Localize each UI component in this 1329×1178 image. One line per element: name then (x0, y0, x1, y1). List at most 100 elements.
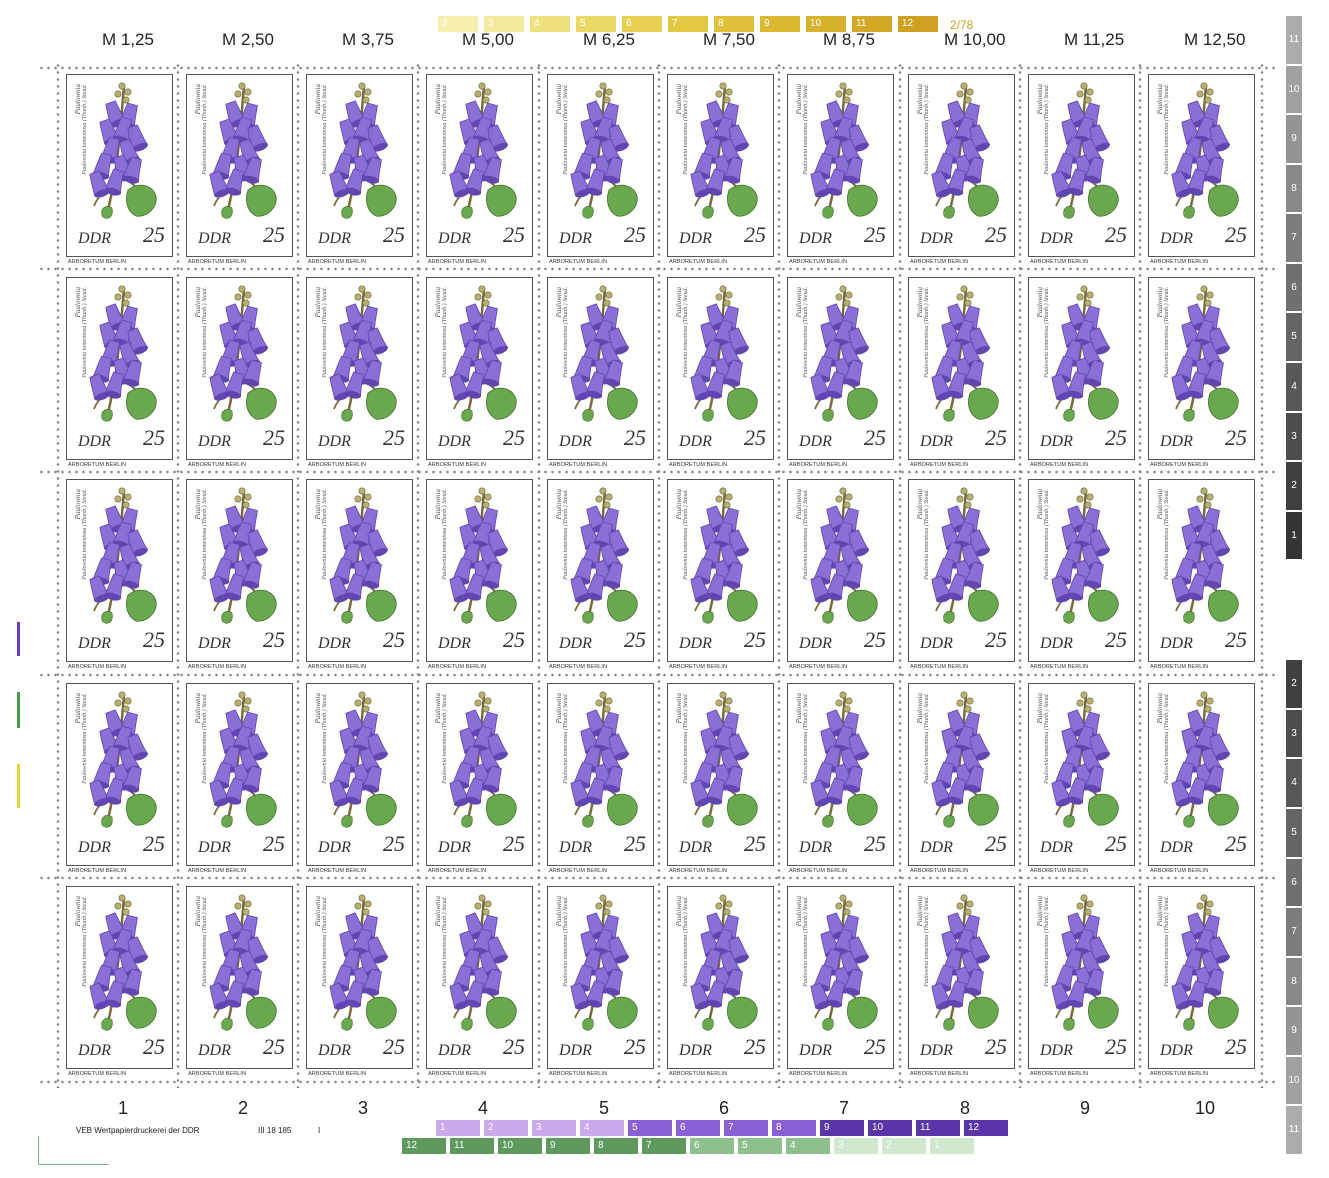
gray-strip-cell: 9 (1286, 115, 1302, 163)
stamp-latin-name: Paulownia tomentosa (Thunb.) Steud. (1044, 896, 1050, 987)
color-bar-cell: 7 (642, 1138, 686, 1154)
stamp-latin-name: Paulownia tomentosa (Thunb.) Steud. (563, 287, 569, 378)
stamp-country: DDR (799, 1042, 832, 1059)
color-bar-cell: 3 (532, 1120, 576, 1136)
stamp-latin-name: Paulownia tomentosa (Thunb.) Steud. (82, 693, 88, 784)
stamp: Paulownia Paulownia tomentosa (Thunb.) St… (1144, 882, 1261, 1077)
stamp-country: DDR (679, 433, 712, 450)
stamp-country: DDR (438, 839, 471, 856)
stamp-country: DDR (318, 230, 351, 247)
paulownia-flower-illustration (810, 894, 878, 1031)
stamp-frame (426, 886, 533, 1069)
color-bar-cell: 5 (576, 16, 616, 32)
column-number: 5 (598, 1098, 609, 1118)
stamp-value: 25 (624, 831, 646, 856)
gray-strip-cell: 10 (1286, 1056, 1302, 1105)
stamp: Paulownia Paulownia tomentosa (Thunb.) St… (904, 882, 1021, 1077)
stamp-country: DDR (559, 230, 592, 247)
paulownia-flower-illustration (690, 285, 758, 422)
paulownia-flower-illustration (931, 285, 999, 422)
stamp-latin-short: Paulownia (1036, 84, 1044, 115)
stamp-latin-name: Paulownia tomentosa (Thunb.) Steud. (1164, 693, 1170, 784)
perforation (175, 62, 181, 1088)
stamp-latin-short: Paulownia (1036, 693, 1044, 724)
paulownia-flower-illustration (329, 82, 397, 219)
stamp-value: 25 (985, 425, 1007, 450)
stamp-imprint: ARBORETUM BERLIN (1030, 868, 1089, 874)
color-bar-cell: 5 (738, 1138, 782, 1154)
stamp: Paulownia Paulownia tomentosa (Thunb.) St… (182, 882, 299, 1077)
stamp-country: DDR (920, 839, 953, 856)
stamp-latin-name: Paulownia tomentosa (Thunb.) Steud. (442, 84, 448, 175)
stamp-imprint: ARBORETUM BERLIN (789, 1071, 848, 1077)
stamp-country: DDR (438, 230, 471, 247)
stamp-imprint: ARBORETUM BERLIN (549, 868, 608, 874)
stamp-frame (66, 683, 173, 866)
stamp-latin-name: Paulownia tomentosa (Thunb.) Steud. (82, 84, 88, 175)
stamp-value: 25 (1225, 425, 1247, 450)
stamp-latin-short: Paulownia (675, 693, 683, 724)
color-bar-cell: 2 (484, 1120, 528, 1136)
stamp-country: DDR (799, 635, 832, 652)
stamp-latin-name: Paulownia tomentosa (Thunb.) Steud. (683, 489, 689, 580)
price-label: M 11,25 (1064, 30, 1125, 49)
paulownia-flower-illustration (570, 285, 638, 422)
stamp-latin-short: Paulownia (795, 896, 803, 927)
paulownia-flower-illustration (209, 285, 277, 422)
stamp-imprint: ARBORETUM BERLIN (188, 462, 247, 468)
stamp-imprint: ARBORETUM BERLIN (789, 868, 848, 874)
stamp-value: 25 (143, 627, 165, 652)
stamp-imprint: ARBORETUM BERLIN (789, 462, 848, 468)
stamp-country: DDR (920, 230, 953, 247)
color-bar-cell: 4 (786, 1138, 830, 1154)
stamp: Paulownia Paulownia tomentosa (Thunb.) St… (302, 70, 419, 265)
stamp-latin-short: Paulownia (795, 287, 803, 318)
stamp-latin-name: Paulownia tomentosa (Thunb.) Steud. (563, 489, 569, 580)
color-bar-cell: 12 (964, 1120, 1008, 1136)
paulownia-flower-illustration (570, 487, 638, 624)
stamp: Paulownia Paulownia tomentosa (Thunb.) St… (904, 70, 1021, 265)
stamp-latin-name: Paulownia tomentosa (Thunb.) Steud. (442, 896, 448, 987)
stamp: Paulownia Paulownia tomentosa (Thunb.) St… (1024, 70, 1141, 265)
stamp: Paulownia Paulownia tomentosa (Thunb.) St… (783, 273, 900, 468)
paulownia-flower-illustration (931, 487, 999, 624)
price-label: M 6,25 (583, 30, 635, 49)
stamp-latin-name: Paulownia tomentosa (Thunb.) Steud. (322, 693, 328, 784)
stamp-value: 25 (744, 627, 766, 652)
stamp-country: DDR (559, 433, 592, 450)
paulownia-flower-illustration (209, 82, 277, 219)
color-bar-cell: 3 (834, 1138, 878, 1154)
gray-strip-cell: 5 (1286, 313, 1302, 361)
color-bar-cell: 9 (760, 16, 800, 32)
stamp: Paulownia Paulownia tomentosa (Thunb.) St… (422, 882, 539, 1077)
stamp-imprint: ARBORETUM BERLIN (308, 259, 367, 265)
stamp-latin-short: Paulownia (795, 84, 803, 115)
stamp: Paulownia Paulownia tomentosa (Thunb.) St… (663, 475, 780, 670)
stamp: Paulownia Paulownia tomentosa (Thunb.) St… (904, 679, 1021, 874)
price-label: M 7,50 (703, 30, 755, 49)
stamp-latin-name: Paulownia tomentosa (Thunb.) Steud. (202, 693, 208, 784)
stamp-latin-short: Paulownia (916, 287, 924, 318)
price-label: M 3,75 (342, 30, 394, 49)
price-label: M 10,00 (944, 30, 1006, 49)
gray-strip-cell: 1 (1286, 511, 1302, 560)
stamp-latin-name: Paulownia tomentosa (Thunb.) Steud. (202, 896, 208, 987)
gray-strip-cell: 6 (1286, 858, 1302, 907)
paulownia-flower-illustration (449, 487, 517, 624)
color-bar-cell: 3 (484, 16, 524, 32)
color-bar-cell: 8 (714, 16, 754, 32)
gray-strip-cell: 3 (1286, 709, 1302, 758)
stamp-country: DDR (559, 635, 592, 652)
stamp-latin-name: Paulownia tomentosa (Thunb.) Steud. (803, 84, 809, 175)
stamp: Paulownia Paulownia tomentosa (Thunb.) St… (543, 273, 660, 468)
paulownia-flower-illustration (1051, 487, 1119, 624)
stamp-value: 25 (1105, 831, 1127, 856)
stamp-latin-short: Paulownia (1036, 896, 1044, 927)
perforation (776, 62, 782, 1088)
stamp-imprint: ARBORETUM BERLIN (789, 664, 848, 670)
column-number: 7 (838, 1098, 849, 1118)
stamp-value: 25 (624, 425, 646, 450)
stamp-imprint: ARBORETUM BERLIN (188, 664, 247, 670)
stamp-country: DDR (799, 839, 832, 856)
paulownia-flower-illustration (209, 691, 277, 828)
